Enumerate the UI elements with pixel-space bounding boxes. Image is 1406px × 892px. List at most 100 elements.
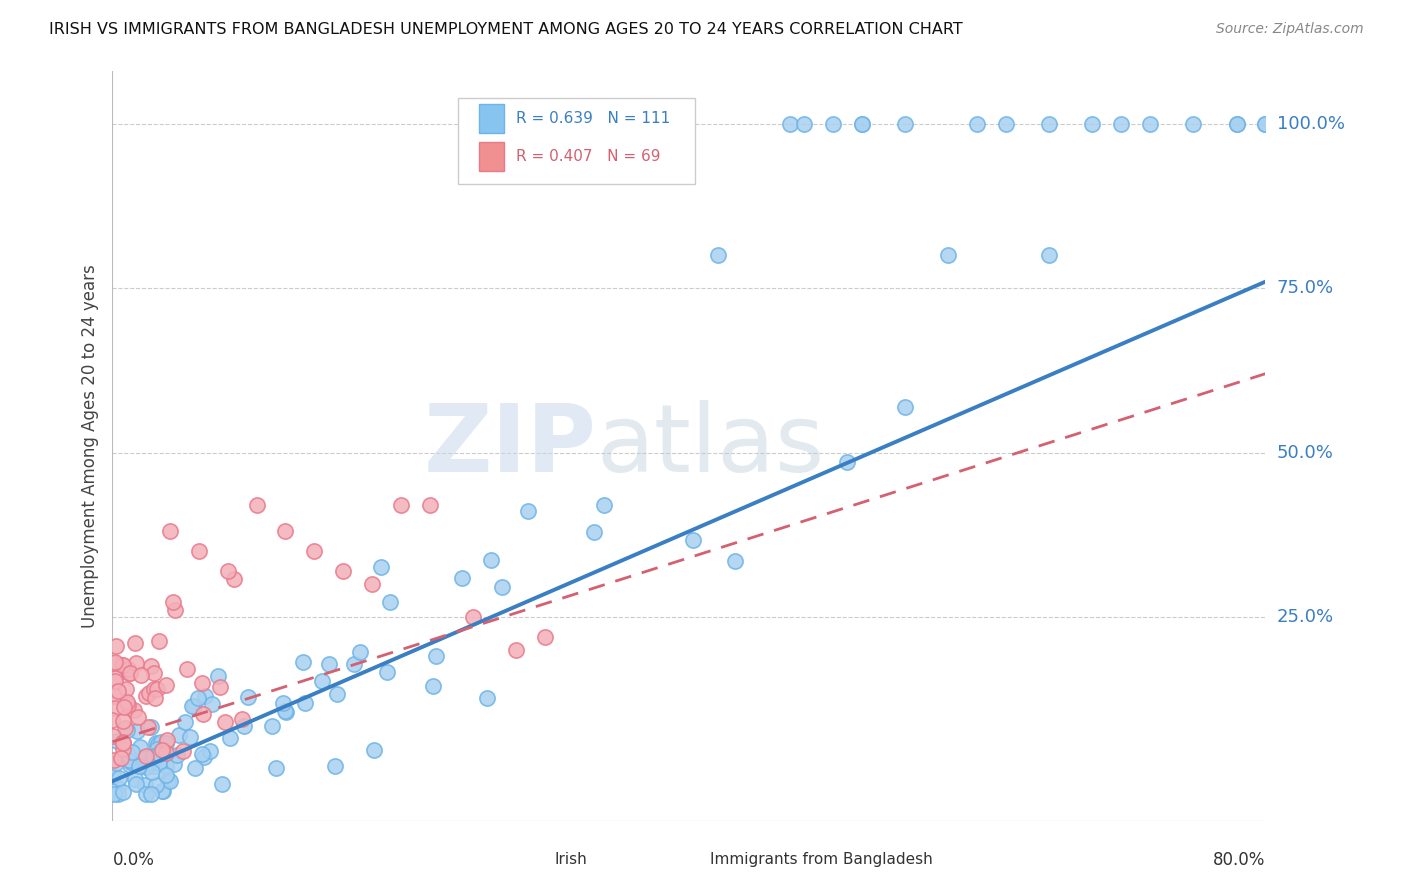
Point xyxy=(201,697,224,711)
Point xyxy=(103,690,125,704)
Point xyxy=(150,742,173,756)
Text: Source: ZipAtlas.com: Source: ZipAtlas.com xyxy=(1216,22,1364,37)
Point xyxy=(139,720,162,734)
Point xyxy=(184,761,207,775)
Point xyxy=(125,776,148,790)
Point xyxy=(101,714,124,728)
Point xyxy=(266,761,288,775)
Point xyxy=(103,788,125,802)
Point xyxy=(1226,117,1249,131)
Point xyxy=(419,498,441,512)
Point xyxy=(135,748,157,763)
Point xyxy=(183,699,205,714)
Point xyxy=(323,758,346,772)
Point xyxy=(707,248,730,262)
Point xyxy=(294,696,316,710)
Point xyxy=(111,657,134,672)
Point xyxy=(118,665,141,680)
Point xyxy=(115,723,138,737)
FancyBboxPatch shape xyxy=(522,845,546,874)
Point xyxy=(159,773,181,788)
Point xyxy=(1254,117,1277,131)
Point xyxy=(311,674,333,689)
Point xyxy=(461,610,484,624)
Point xyxy=(851,117,873,131)
Point xyxy=(190,747,212,761)
FancyBboxPatch shape xyxy=(479,104,505,133)
Point xyxy=(148,756,170,770)
Point xyxy=(318,657,340,671)
Point xyxy=(104,674,127,689)
Point xyxy=(105,756,128,770)
Point xyxy=(505,642,527,657)
Point xyxy=(208,680,231,694)
Point xyxy=(174,714,197,729)
FancyBboxPatch shape xyxy=(678,845,700,874)
Point xyxy=(143,691,166,706)
Point xyxy=(723,553,745,567)
Point xyxy=(837,455,859,469)
Point xyxy=(155,736,177,750)
Point xyxy=(135,788,157,802)
Point xyxy=(141,764,163,779)
Text: Irish: Irish xyxy=(554,852,586,867)
Point xyxy=(682,533,704,547)
Point xyxy=(157,773,180,788)
Point xyxy=(534,630,557,644)
Point xyxy=(1182,117,1205,131)
Point xyxy=(125,657,148,671)
Text: 75.0%: 75.0% xyxy=(1277,279,1334,297)
Point xyxy=(136,720,159,734)
Point xyxy=(107,788,129,802)
Point xyxy=(159,524,181,539)
Point xyxy=(389,498,412,512)
Point xyxy=(105,639,128,653)
Point xyxy=(592,498,614,512)
Point xyxy=(217,564,239,578)
Point xyxy=(187,691,209,706)
Point xyxy=(163,756,186,771)
Point xyxy=(146,682,169,697)
Point xyxy=(141,748,163,763)
Point xyxy=(1038,117,1060,131)
Point xyxy=(155,768,177,782)
Point xyxy=(231,712,253,726)
Text: IRISH VS IMMIGRANTS FROM BANGLADESH UNEMPLOYMENT AMONG AGES 20 TO 24 YEARS CORRE: IRISH VS IMMIGRANTS FROM BANGLADESH UNEM… xyxy=(49,22,963,37)
Point xyxy=(583,525,606,540)
Point xyxy=(111,714,134,728)
Point xyxy=(194,690,217,704)
Point xyxy=(146,737,169,751)
Point xyxy=(232,719,254,733)
Point xyxy=(111,736,134,750)
Point xyxy=(262,719,284,733)
Point xyxy=(422,679,444,693)
Point xyxy=(110,751,132,765)
Point xyxy=(117,698,139,712)
Point xyxy=(325,687,347,701)
Point xyxy=(377,665,399,680)
Point xyxy=(111,735,134,749)
Text: 50.0%: 50.0% xyxy=(1277,443,1333,461)
Point xyxy=(349,645,371,659)
Text: Immigrants from Bangladesh: Immigrants from Bangladesh xyxy=(710,852,932,867)
Point xyxy=(851,117,873,131)
Point xyxy=(145,778,167,792)
Point xyxy=(165,603,187,617)
Text: 25.0%: 25.0% xyxy=(1277,607,1334,626)
Point xyxy=(779,117,801,131)
Point xyxy=(111,785,134,799)
Point xyxy=(152,783,174,797)
Point xyxy=(238,690,260,704)
Point xyxy=(222,572,245,586)
Point xyxy=(191,706,214,721)
Point xyxy=(120,755,142,769)
Point xyxy=(380,595,402,609)
Point xyxy=(274,705,297,719)
Point xyxy=(115,695,138,709)
Point xyxy=(370,560,392,574)
Text: 0.0%: 0.0% xyxy=(112,851,155,869)
Point xyxy=(425,648,447,663)
FancyBboxPatch shape xyxy=(458,97,695,184)
Point xyxy=(167,728,190,742)
Point xyxy=(108,771,131,785)
